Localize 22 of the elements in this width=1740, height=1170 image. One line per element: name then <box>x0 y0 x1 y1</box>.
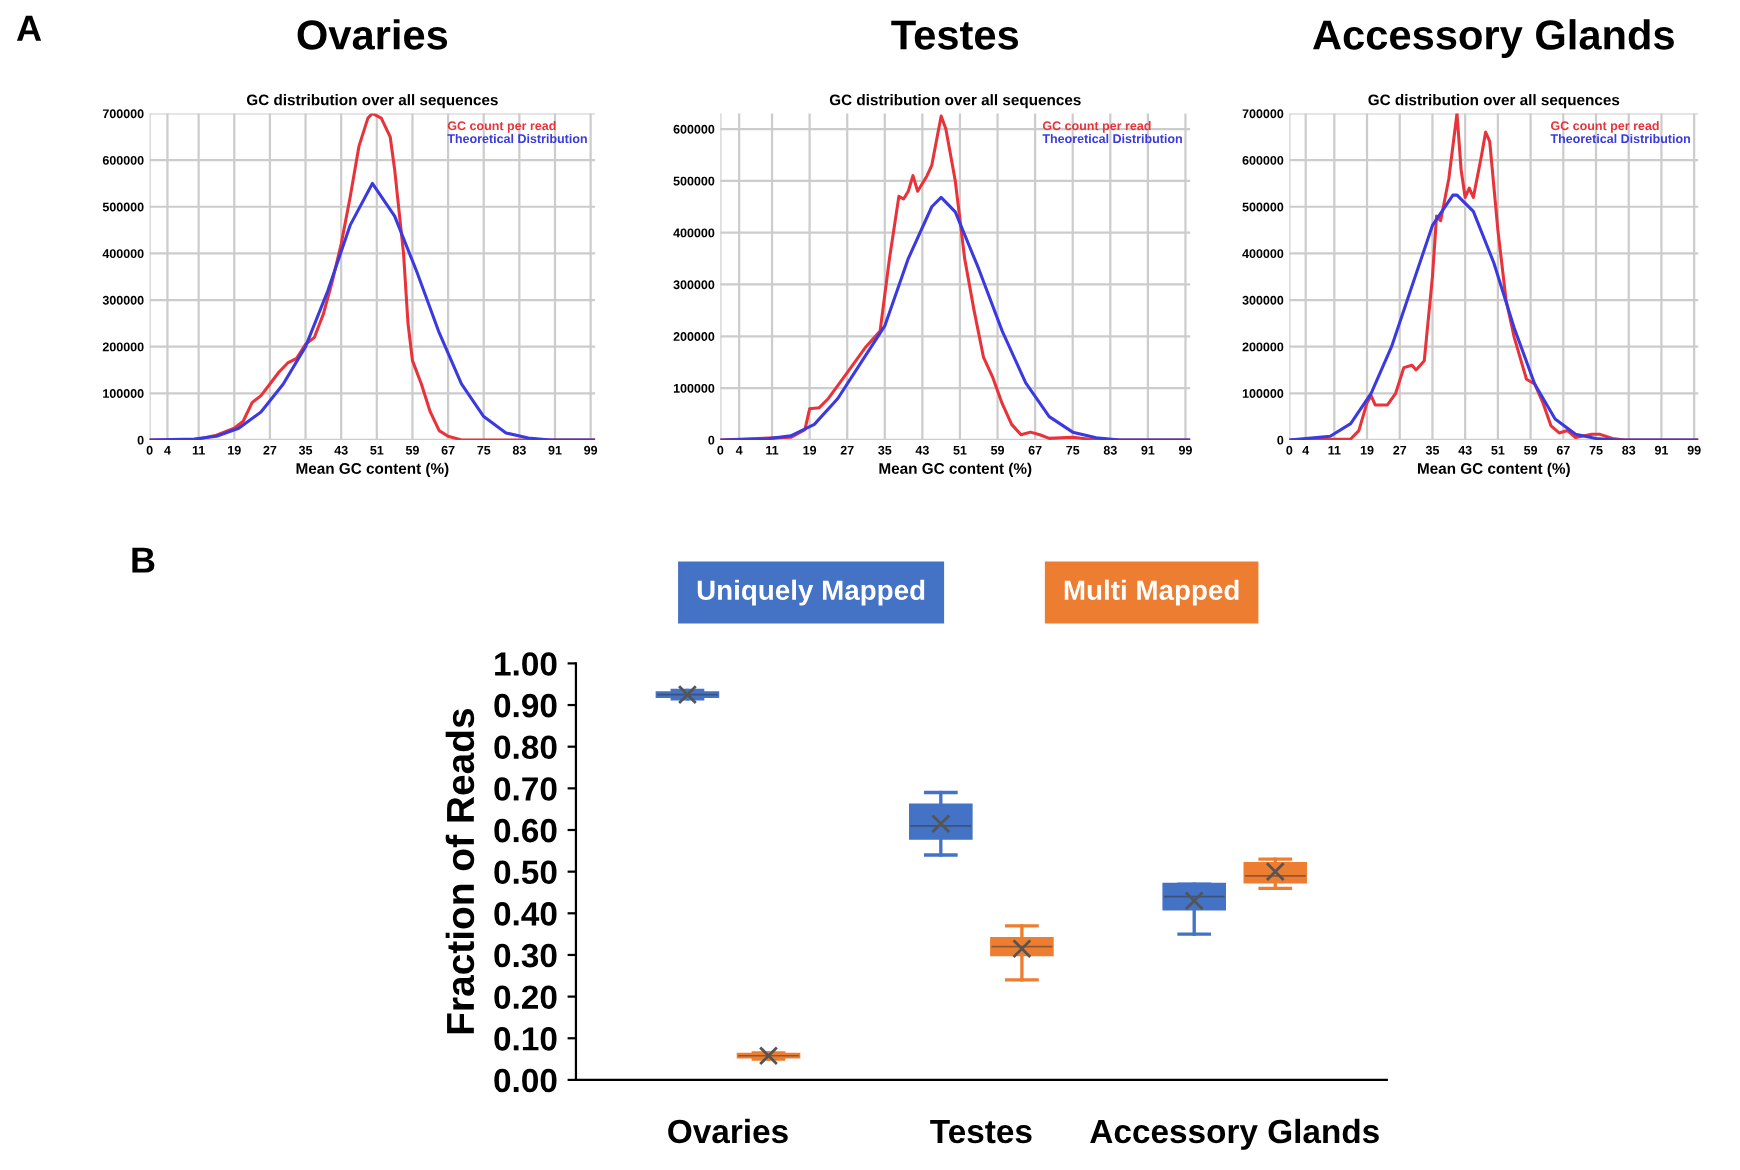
y-axis-title: Fraction of Reads <box>445 709 475 1034</box>
y-tick-label: 0.40 <box>494 902 557 926</box>
y-tick-label: 0.30 <box>494 943 557 968</box>
x-tick-label: Ovaries <box>668 1118 788 1144</box>
y-tick-label: 0.50 <box>494 860 557 885</box>
chart-title: Testes <box>891 20 1019 50</box>
y-tick-label: 0.10 <box>494 1027 557 1051</box>
y-tick-label: 0.90 <box>494 693 557 718</box>
x-tick-label: Accessory Glands <box>1090 1118 1379 1150</box>
text: B <box>132 547 155 573</box>
chart-title: Ovaries <box>297 19 448 50</box>
y-tick-label: 1.00 <box>495 652 557 676</box>
y-tick-label: 0.00 <box>494 1068 557 1093</box>
text: A <box>16 15 42 41</box>
chart-title: Accessory Glands <box>1313 19 1674 58</box>
x-tick-label: Testes <box>930 1120 1032 1144</box>
text: Multi Mapped <box>1064 579 1239 606</box>
y-tick-label: 0.60 <box>494 818 557 843</box>
text: Uniquely Mapped <box>697 579 925 606</box>
y-tick-label: 0.80 <box>494 735 557 760</box>
y-tick-label: 0.70 <box>494 777 557 801</box>
y-tick-label: 0.20 <box>494 985 557 1010</box>
